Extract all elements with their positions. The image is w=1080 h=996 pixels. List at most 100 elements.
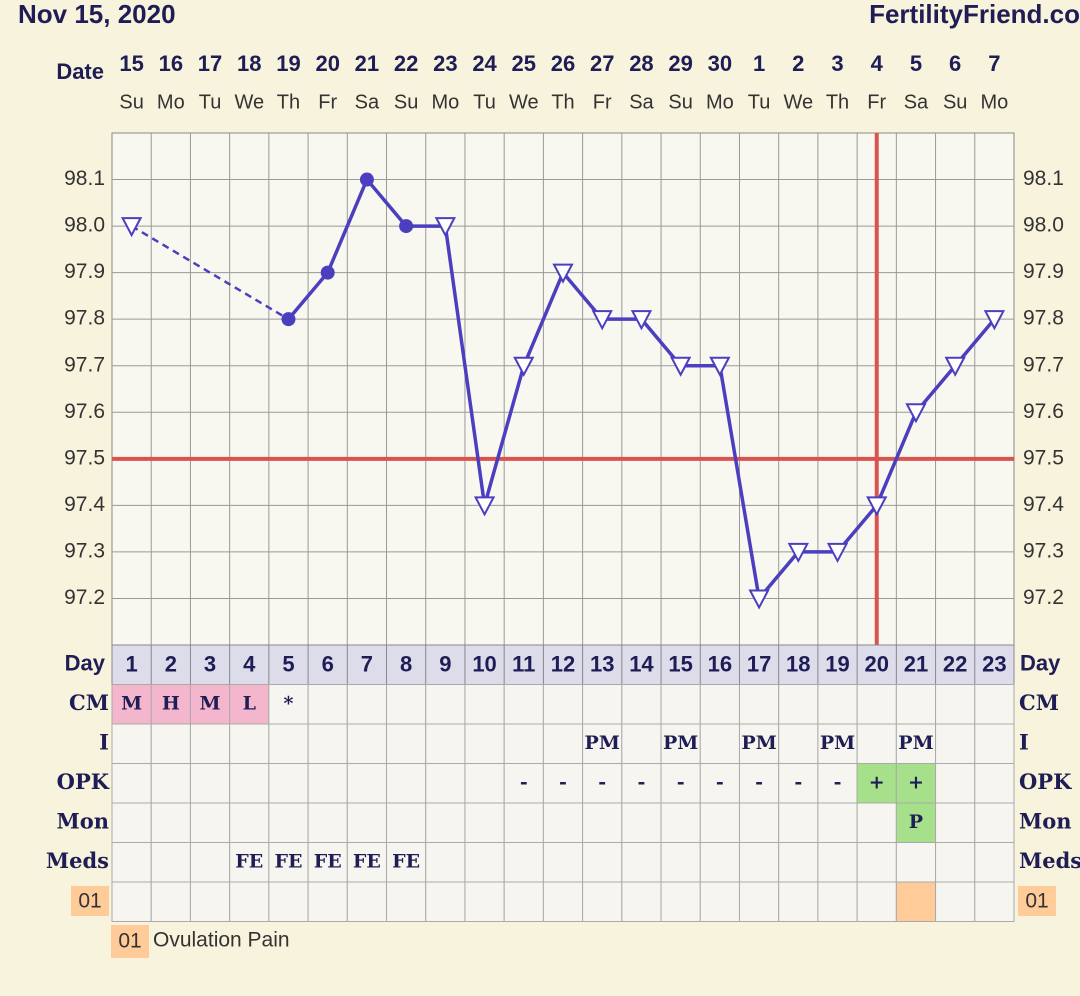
table-cell	[778, 684, 819, 725]
cell-text: -	[520, 771, 528, 793]
temperature-point	[826, 542, 849, 564]
table-cell	[386, 684, 427, 725]
temperature-point	[120, 217, 143, 238]
weekday-label: Su	[943, 91, 967, 113]
cell-text: FE	[353, 850, 381, 872]
table-cell	[738, 684, 780, 725]
x-tick-label: 23	[982, 652, 1006, 677]
table-cell	[268, 802, 309, 843]
date-label: 2	[792, 51, 804, 76]
row-label: Mon	[56, 808, 109, 833]
y-tick-label: 98.0	[64, 214, 105, 237]
table-cell	[542, 802, 584, 843]
date-label: 30	[708, 51, 732, 76]
cell-text: FE	[392, 850, 420, 872]
date-label: 20	[315, 51, 339, 76]
table-cell	[307, 881, 348, 922]
table-cell	[464, 842, 505, 883]
table-cell	[935, 802, 976, 843]
weekday-label: We	[783, 91, 813, 113]
x-tick-label: 1	[125, 652, 137, 677]
row-label: I	[99, 729, 109, 754]
weekday-label: Tu	[199, 91, 222, 113]
weekday-label: Mo	[980, 91, 1008, 113]
table-cell	[935, 723, 976, 764]
table-cell	[778, 802, 819, 843]
table-cell	[778, 842, 819, 883]
table-cell	[699, 723, 740, 764]
table-cell	[974, 842, 1015, 883]
weekday-label: Mo	[431, 91, 459, 113]
table-cell	[895, 842, 937, 883]
table-cell	[621, 842, 662, 883]
table-cell	[935, 684, 976, 725]
cell-text: *	[284, 692, 294, 714]
temperature-point	[709, 356, 731, 377]
table-cell	[935, 881, 976, 922]
temperature-point	[669, 356, 692, 377]
row-badge	[1018, 886, 1056, 916]
table-cell	[150, 802, 191, 843]
table-cell	[738, 842, 780, 883]
y-tick-label-right: 98.1	[1023, 167, 1064, 190]
temperature-point	[513, 356, 535, 377]
x-tick-label: 11	[512, 652, 535, 677]
table-cell	[503, 763, 544, 804]
table-cell	[503, 842, 544, 883]
table-cell	[895, 881, 937, 922]
x-tick-label: 6	[322, 652, 334, 677]
y-tick-label-right: 97.3	[1023, 539, 1064, 562]
table-cell	[386, 881, 427, 922]
table-cell	[542, 881, 584, 922]
temperature-point	[552, 263, 574, 284]
table-cell	[189, 842, 231, 883]
table-cell	[974, 723, 1015, 764]
cell-text: -	[716, 771, 724, 793]
x-tick-label: 14	[629, 652, 654, 677]
table-cell	[582, 802, 623, 843]
table-cell	[111, 723, 152, 764]
cell-text: PM	[820, 732, 855, 754]
x-tick-label: 8	[400, 652, 412, 677]
cell-text: PM	[663, 732, 698, 754]
y-tick-label-right: 98.0	[1023, 214, 1064, 237]
date-label: 6	[949, 51, 961, 76]
date-label: 1	[753, 51, 765, 76]
table-cell	[895, 802, 937, 843]
temperature-point	[630, 310, 653, 331]
temperature-point	[591, 310, 613, 331]
table-cell	[307, 842, 348, 883]
y-tick-label-right: 97.9	[1023, 260, 1064, 283]
temperature-point	[748, 589, 770, 610]
table-cell	[150, 842, 191, 883]
weekday-label: Sa	[629, 91, 654, 113]
cell-text: -	[598, 771, 606, 793]
row-badge	[71, 886, 109, 916]
table-cell	[111, 763, 152, 804]
table-cell	[974, 684, 1015, 725]
y-tick-label: 97.9	[64, 260, 105, 283]
table-cell	[503, 684, 544, 725]
table-cell	[778, 881, 819, 922]
table-cell	[307, 763, 348, 804]
gap-connector	[130, 225, 290, 321]
y-tick-label-right: 97.6	[1023, 400, 1064, 423]
cell-text: FE	[274, 850, 302, 872]
date-label: 7	[988, 51, 1000, 76]
x-tick-label: 17	[747, 652, 771, 677]
table-cell	[542, 723, 584, 764]
temperature-point	[787, 542, 809, 564]
date-label: 17	[198, 51, 222, 76]
table-cell	[229, 723, 270, 764]
table-cell	[229, 802, 270, 843]
date-label: 3	[831, 51, 843, 76]
table-cell	[856, 723, 897, 764]
table-cell	[189, 763, 231, 804]
date-label: 23	[433, 51, 457, 76]
x-tick-label: 9	[439, 652, 451, 677]
table-cell	[542, 684, 584, 725]
y-tick-label: 97.8	[64, 307, 105, 330]
date-label: 25	[512, 51, 536, 76]
table-cell	[935, 763, 976, 804]
site-name: FertilityFriend.co	[869, 0, 1080, 29]
